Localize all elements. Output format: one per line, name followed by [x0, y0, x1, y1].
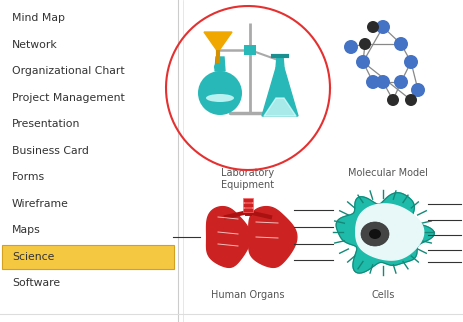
- Circle shape: [356, 55, 370, 69]
- Circle shape: [366, 75, 380, 89]
- Text: Human Organs: Human Organs: [211, 290, 285, 300]
- Text: Molecular Model: Molecular Model: [348, 168, 428, 178]
- Text: Science: Science: [12, 251, 54, 261]
- FancyBboxPatch shape: [243, 208, 253, 212]
- FancyBboxPatch shape: [243, 198, 253, 202]
- Polygon shape: [356, 204, 424, 260]
- Polygon shape: [249, 207, 297, 267]
- Circle shape: [376, 20, 390, 34]
- Polygon shape: [215, 57, 225, 71]
- Ellipse shape: [206, 94, 234, 102]
- Circle shape: [376, 75, 390, 89]
- Circle shape: [394, 37, 408, 51]
- Polygon shape: [206, 207, 250, 267]
- Text: Laboratory
Equipment: Laboratory Equipment: [221, 168, 275, 190]
- Text: Software: Software: [12, 278, 60, 288]
- Text: Presentation: Presentation: [12, 119, 81, 129]
- Polygon shape: [204, 32, 232, 52]
- Text: Wireframe: Wireframe: [12, 198, 69, 209]
- Text: Maps: Maps: [12, 225, 41, 235]
- Polygon shape: [262, 68, 298, 116]
- Ellipse shape: [361, 222, 389, 246]
- Circle shape: [387, 94, 399, 106]
- Text: Forms: Forms: [12, 172, 45, 182]
- FancyBboxPatch shape: [243, 203, 253, 207]
- Circle shape: [367, 21, 379, 33]
- Circle shape: [394, 75, 408, 89]
- Text: Project Management: Project Management: [12, 92, 125, 102]
- Polygon shape: [264, 98, 296, 116]
- FancyBboxPatch shape: [2, 244, 174, 269]
- Circle shape: [214, 63, 222, 71]
- Text: Organizational Chart: Organizational Chart: [12, 66, 125, 76]
- Circle shape: [359, 38, 371, 50]
- Circle shape: [198, 71, 242, 115]
- Text: Mind Map: Mind Map: [12, 13, 65, 23]
- Polygon shape: [336, 193, 434, 273]
- FancyBboxPatch shape: [244, 45, 256, 55]
- Text: Cells: Cells: [371, 290, 394, 300]
- Polygon shape: [276, 56, 284, 68]
- Text: Business Card: Business Card: [12, 146, 89, 156]
- Ellipse shape: [369, 229, 381, 239]
- Circle shape: [344, 40, 358, 54]
- Circle shape: [404, 55, 418, 69]
- Text: Network: Network: [12, 40, 58, 50]
- Circle shape: [411, 83, 425, 97]
- Circle shape: [405, 94, 417, 106]
